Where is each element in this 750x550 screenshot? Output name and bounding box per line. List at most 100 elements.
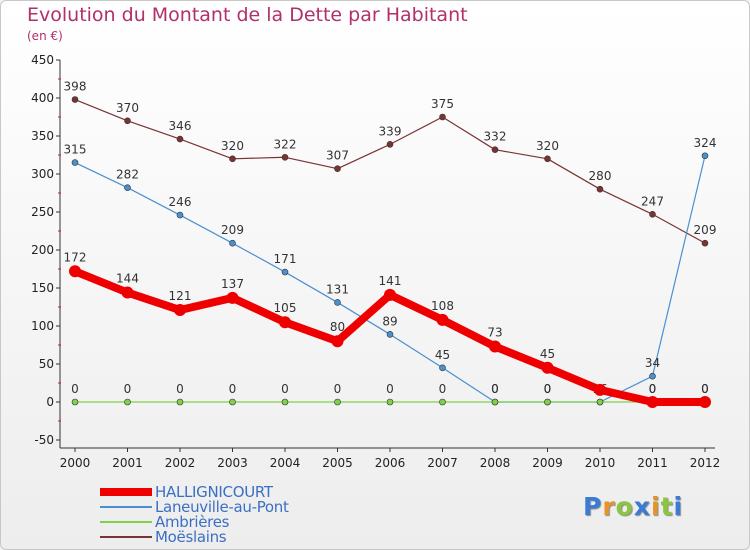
x-tick-label: 2012 (690, 456, 721, 470)
y-tick-label: 0 (46, 395, 54, 409)
chart-title: Evolution du Montant de la Dette par Hab… (27, 4, 468, 26)
data-point-hallignicourt (699, 396, 711, 408)
data-label-mo-slains: 307 (326, 149, 349, 163)
x-tick-label: 2001 (112, 456, 143, 470)
data-point-laneuville-au-pont (701, 152, 709, 160)
data-point-mo-slains (334, 165, 341, 172)
data-label-laneuville-au-pont: 45 (435, 348, 450, 362)
data-point-mo-slains (229, 155, 236, 163)
data-point-mo-slains (701, 239, 709, 247)
x-tick-label: 2005 (322, 456, 353, 470)
data-label-laneuville-au-pont: 34 (645, 356, 660, 370)
chart-subtitle: (en €) (27, 29, 63, 43)
data-point-ambri-res (439, 398, 446, 406)
data-point-ambri-res (491, 398, 499, 406)
data-label-mo-slains: 322 (274, 137, 297, 151)
data-label-hallignicourt: 141 (379, 274, 402, 288)
data-label-laneuville-au-pont: 0 (544, 382, 552, 396)
data-label-mo-slains: 320 (221, 139, 244, 153)
data-label-hallignicourt: 137 (221, 277, 244, 291)
y-tick-label: 250 (31, 205, 54, 219)
data-point-hallignicourt (646, 396, 659, 408)
x-tick-label: 2006 (375, 456, 406, 470)
data-point-hallignicourt (594, 383, 606, 396)
data-point-hallignicourt (121, 286, 134, 299)
logo-letter: i (651, 492, 661, 521)
data-label-mo-slains: 209 (694, 223, 717, 237)
data-label-laneuville-au-pont: 324 (694, 136, 717, 150)
data-label-laneuville-au-pont: 246 (169, 195, 192, 209)
data-label-mo-slains: 370 (116, 101, 139, 115)
data-label-ambri-res: 0 (701, 382, 709, 396)
data-label-hallignicourt: 144 (116, 272, 139, 286)
data-label-mo-slains: 375 (431, 97, 454, 111)
data-label-laneuville-au-pont: 171 (274, 252, 297, 266)
proxiti-logo: Proxiti (583, 492, 683, 521)
data-label-ambri-res: 0 (386, 382, 394, 396)
data-point-hallignicourt (279, 316, 291, 329)
data-label-hallignicourt: 105 (274, 301, 297, 315)
data-point-mo-slains (439, 113, 446, 121)
data-label-laneuville-au-pont: 89 (382, 314, 397, 328)
data-point-laneuville-au-pont (334, 299, 341, 306)
data-label-mo-slains: 346 (169, 119, 192, 133)
data-point-laneuville-au-pont (71, 159, 79, 166)
data-label-mo-slains: 332 (484, 130, 507, 144)
legend-swatch (100, 536, 152, 538)
data-point-mo-slains (124, 117, 131, 125)
data-point-hallignicourt (331, 335, 344, 348)
data-point-mo-slains (544, 155, 551, 163)
data-point-ambri-res (71, 398, 79, 406)
y-tick-label: 450 (31, 53, 54, 67)
data-label-mo-slains: 339 (379, 124, 402, 138)
data-label-ambri-res: 0 (649, 382, 657, 396)
data-label-hallignicourt: 0 (649, 382, 657, 396)
data-label-laneuville-au-pont: 131 (326, 282, 349, 296)
logo-letter: t (660, 492, 674, 521)
data-label-ambri-res: 0 (544, 382, 552, 396)
data-label-hallignicourt: 172 (64, 250, 87, 264)
data-label-ambri-res: 0 (229, 382, 237, 396)
data-point-hallignicourt (489, 340, 501, 353)
y-tick-label: 100 (31, 319, 54, 333)
y-tick-label: 300 (31, 167, 54, 181)
data-label-mo-slains: 320 (536, 139, 559, 153)
data-point-mo-slains (71, 96, 79, 103)
logo-letter: x (633, 492, 651, 521)
data-label-hallignicourt: 80 (330, 320, 345, 334)
data-label-hallignicourt: 121 (169, 289, 192, 303)
data-label-ambri-res: 0 (176, 382, 184, 396)
data-label-ambri-res: 0 (124, 382, 132, 396)
data-point-mo-slains (386, 141, 394, 148)
logo-letter: r (602, 492, 616, 521)
data-point-mo-slains (281, 153, 289, 161)
x-tick-label: 2010 (585, 456, 616, 470)
logo-letter: i (673, 492, 684, 521)
data-label-mo-slains: 247 (641, 194, 664, 208)
data-point-hallignicourt (541, 361, 554, 374)
logo-letter: P (583, 492, 603, 521)
data-label-hallignicourt: 108 (431, 299, 454, 313)
data-point-laneuville-au-pont (386, 331, 394, 338)
x-tick-label: 2009 (532, 456, 563, 470)
x-tick-label: 2003 (217, 456, 248, 470)
data-label-mo-slains: 280 (589, 169, 612, 183)
data-point-ambri-res (229, 398, 236, 406)
data-point-hallignicourt (226, 291, 239, 304)
legend-label: Laneuville-au-Pont (155, 498, 289, 516)
y-tick-label: 350 (31, 129, 54, 143)
data-point-ambri-res (334, 398, 341, 406)
data-label-hallignicourt: 0 (701, 382, 709, 396)
data-label-laneuville-au-pont: 315 (64, 143, 87, 157)
x-tick-label: 2011 (637, 456, 668, 470)
data-label-hallignicourt: 45 (540, 347, 555, 361)
x-tick-label: 2007 (427, 456, 458, 470)
data-point-hallignicourt (174, 304, 186, 317)
data-label-laneuville-au-pont: 209 (221, 223, 244, 237)
data-label-laneuville-au-pont: 282 (116, 168, 139, 182)
data-label-ambri-res: 0 (439, 382, 447, 396)
data-point-laneuville-au-pont (124, 184, 131, 191)
data-point-mo-slains (596, 185, 604, 193)
data-point-laneuville-au-pont (439, 364, 446, 372)
y-tick-label: 400 (31, 91, 54, 105)
